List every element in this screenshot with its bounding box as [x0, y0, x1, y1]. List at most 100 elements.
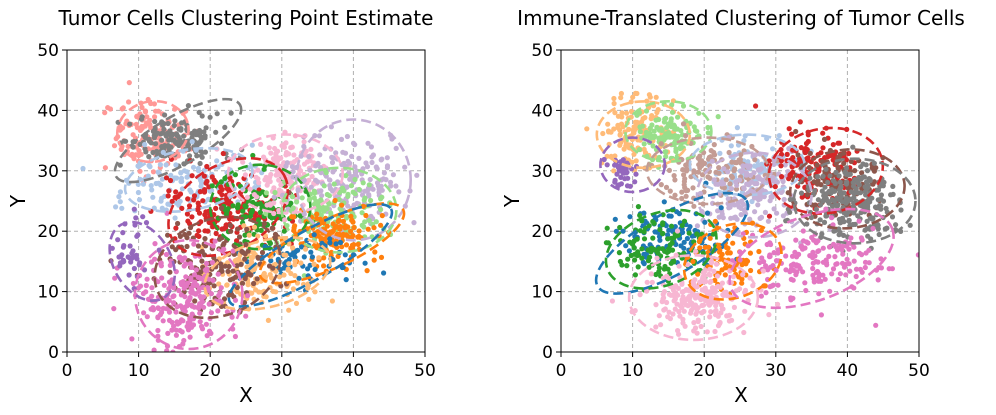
- scatter-point: [120, 230, 126, 236]
- scatter-point: [364, 164, 371, 170]
- scatter-point: [830, 157, 836, 163]
- scatter-point: [609, 298, 616, 304]
- x-tick-label: 40: [343, 361, 365, 381]
- scatter-point: [191, 197, 197, 203]
- scatter-point: [766, 312, 772, 318]
- scatter-point: [115, 237, 121, 243]
- scatter-point: [113, 204, 119, 210]
- scatter-point: [176, 255, 182, 261]
- scatter-point: [368, 197, 374, 204]
- scatter-point: [165, 120, 171, 127]
- scatter-point: [720, 306, 726, 312]
- cluster-ellipse: [108, 220, 177, 303]
- scatter-point: [647, 135, 653, 142]
- scatter-point: [188, 324, 195, 330]
- scatter-point: [258, 227, 264, 233]
- scatter-point: [619, 110, 625, 116]
- scatter-point: [152, 256, 158, 262]
- scatter-point: [612, 153, 618, 159]
- scatter-point: [381, 270, 387, 276]
- scatter-point: [816, 278, 822, 284]
- scatter-point: [204, 163, 210, 170]
- scatter-point: [800, 238, 807, 244]
- scatter-point: [737, 257, 743, 263]
- scatter-point: [203, 125, 209, 131]
- scatter-point: [167, 262, 173, 268]
- scatter-point: [117, 199, 123, 205]
- scatter-point: [285, 266, 291, 272]
- scatter-point: [189, 135, 195, 141]
- scatter-point: [274, 172, 280, 178]
- scatter-point: [705, 130, 711, 136]
- scatter-point: [708, 260, 715, 266]
- cluster-ellipse: [113, 97, 243, 184]
- scatter-point: [218, 267, 224, 273]
- scatter-point: [369, 159, 375, 166]
- scatter-point: [356, 228, 362, 234]
- scatter-point: [783, 218, 789, 224]
- scatter-point: [623, 110, 630, 116]
- scatter-point: [229, 292, 235, 298]
- scatter-point: [267, 272, 273, 278]
- scatter-point: [219, 205, 225, 211]
- scatter-point: [154, 148, 160, 154]
- scatter-point: [681, 239, 687, 245]
- scatter-point: [282, 217, 288, 223]
- scatter-point: [378, 222, 384, 228]
- scatter-point: [871, 168, 878, 174]
- scatter-point: [244, 264, 250, 270]
- scatter-point: [660, 230, 666, 237]
- scatter-point: [612, 162, 618, 168]
- scatter-point: [695, 317, 701, 323]
- scatter-point: [150, 194, 156, 200]
- scatter-point: [805, 157, 811, 163]
- scatter-point: [691, 203, 697, 209]
- scatter-point: [166, 317, 173, 323]
- scatter-point: [665, 134, 671, 140]
- scatter-point: [627, 183, 633, 189]
- scatter-point: [848, 235, 854, 241]
- scatter-point: [309, 173, 315, 180]
- scatter-point: [350, 219, 356, 225]
- scatter-point: [342, 252, 348, 258]
- scatter-point: [644, 279, 650, 285]
- scatter-point: [627, 214, 633, 220]
- scatter-point: [137, 141, 143, 147]
- scatter-point: [165, 232, 171, 238]
- scatter-point: [326, 177, 333, 183]
- scatter-point: [378, 206, 384, 213]
- scatter-point: [138, 151, 144, 157]
- scatter-point: [778, 151, 785, 157]
- scatter-point: [693, 248, 699, 254]
- scatter-point: [802, 148, 808, 154]
- scatter-point: [721, 181, 727, 187]
- scatter-point: [737, 286, 743, 292]
- scatter-point: [866, 247, 872, 253]
- y-tick-label: 50: [531, 41, 553, 61]
- scatter-point: [637, 228, 643, 234]
- scatter-point: [296, 275, 302, 281]
- scatter-point: [798, 244, 804, 250]
- scatter-point: [195, 207, 201, 213]
- scatter-point: [349, 242, 355, 248]
- scatter-point: [214, 111, 220, 117]
- scatter-point: [202, 135, 208, 141]
- scatter-point: [207, 114, 213, 120]
- scatter-point: [362, 260, 368, 266]
- scatter-point: [707, 279, 713, 285]
- scatter-point: [140, 290, 146, 297]
- cluster-ellipse: [792, 157, 917, 245]
- scatter-point: [144, 114, 150, 120]
- scatter-point: [201, 304, 207, 310]
- y-tick-label: 40: [37, 101, 59, 121]
- scatter-point: [343, 223, 349, 229]
- scatter-point: [80, 165, 86, 172]
- scatter-point: [144, 314, 150, 320]
- scatter-point: [186, 203, 193, 209]
- cluster-ellipse: [595, 100, 692, 170]
- scatter-point: [671, 122, 677, 128]
- scatter-point: [152, 141, 159, 147]
- scatter-point: [134, 113, 140, 119]
- cluster-ellipse: [226, 133, 344, 215]
- scatter-point: [120, 105, 126, 111]
